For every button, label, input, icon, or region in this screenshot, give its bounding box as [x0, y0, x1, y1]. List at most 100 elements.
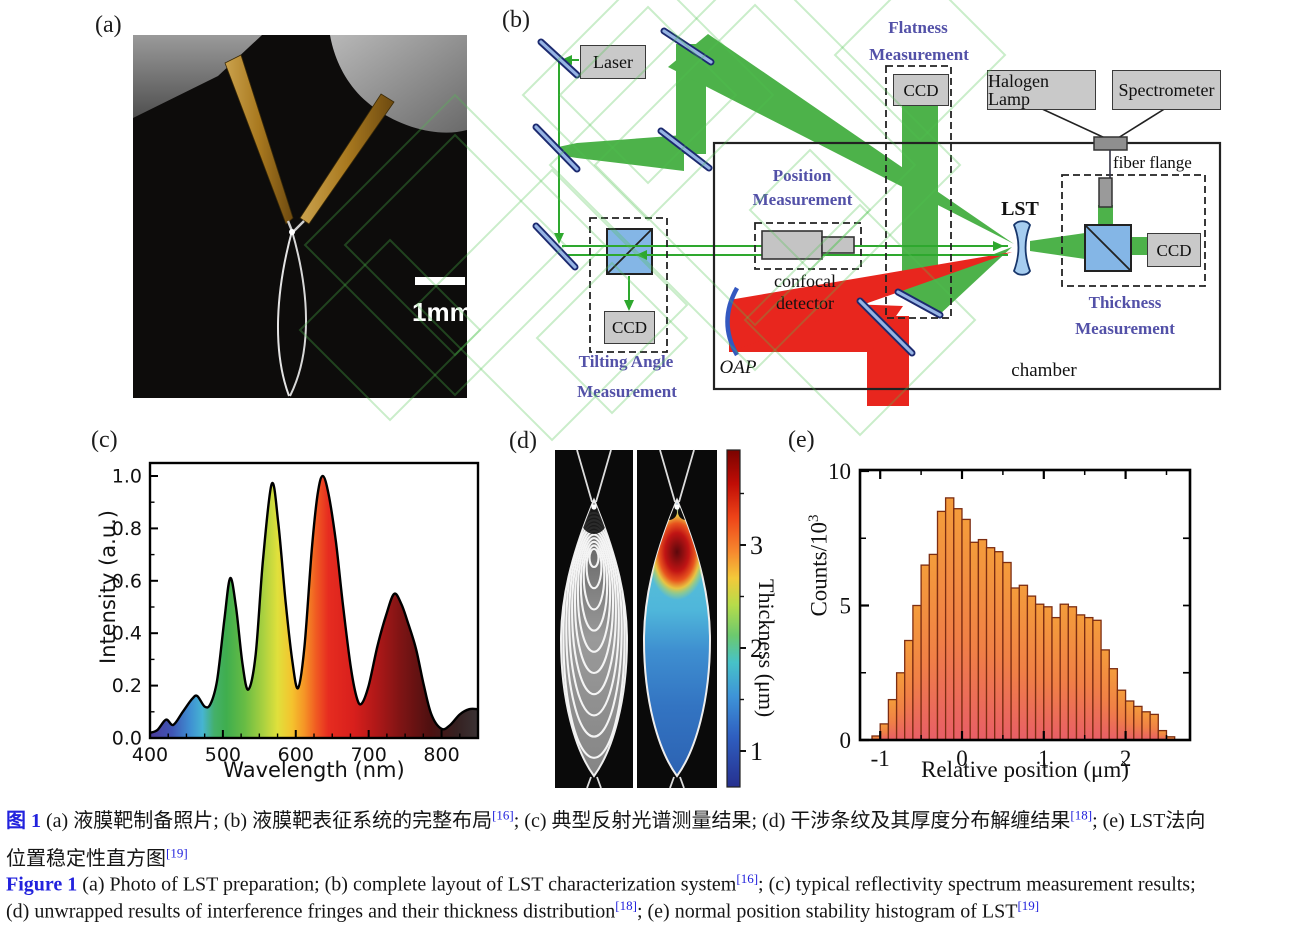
- mirrors: [532, 27, 944, 357]
- histogram-bar: [977, 538, 988, 741]
- arrowhead-down: [554, 233, 564, 244]
- caption-line-2: 位置稳定性直方图[19]: [6, 845, 188, 870]
- liquid-film-loop-left: [277, 230, 293, 397]
- fiber-flange-block: [1093, 136, 1128, 151]
- histogram-bar: [928, 553, 939, 741]
- green-beam-fiber-down: [1098, 205, 1113, 227]
- histogram-bar: [969, 541, 980, 741]
- arrowhead-left: [636, 250, 647, 260]
- mirror-icon: [896, 290, 942, 317]
- thickness-top-dot: [674, 504, 680, 510]
- fiber-spectrometer-line: [1117, 107, 1167, 139]
- tick-label: 2: [750, 634, 763, 663]
- histogram-bar: [1149, 713, 1159, 741]
- scale-bar: [415, 277, 465, 285]
- histogram-bar: [887, 698, 898, 741]
- histogram-bar: [1133, 705, 1143, 741]
- flatness-measurement-label-2: Measurement: [869, 45, 969, 64]
- tick-label: 0.2: [112, 675, 142, 697]
- fiber-lamp-line: [1039, 107, 1106, 139]
- colorbar-label: Thickness (μm): [754, 578, 779, 718]
- caption-line-4: (d) unwrapped results of interference fr…: [6, 898, 1040, 923]
- histogram-bar: [1018, 584, 1029, 741]
- chamber-outline: [712, 141, 1222, 391]
- lst-preparation-photo: [133, 35, 467, 398]
- histogram-bar: [1067, 606, 1078, 741]
- laser-box: Laser: [580, 45, 646, 79]
- tilting-angle-measurement-label-2: Measurement: [577, 382, 677, 401]
- tick-label: 800: [423, 744, 459, 766]
- holder-wire: [659, 449, 676, 503]
- confocal-detector-nose: [821, 236, 855, 254]
- ccd-flatness-box: CCD: [893, 74, 949, 106]
- holder-wire: [669, 776, 675, 789]
- fringe-ring: [582, 540, 606, 611]
- arrowhead-right: [993, 241, 1004, 251]
- ccd-thickness-box: CCD: [1147, 233, 1201, 267]
- fringe-ring: [588, 547, 600, 569]
- histogram-bar: [1141, 711, 1151, 741]
- green-beam-lst-to-bs: [1030, 233, 1085, 259]
- histogram-bar: [936, 510, 947, 741]
- histogram-chart: -1 0 1 2 0 5 10: [828, 459, 1192, 771]
- histogram-bar: [1108, 668, 1119, 741]
- position-measurement-label-2: Measurement: [752, 190, 853, 209]
- lst-lens-icon: [1012, 220, 1032, 276]
- colorbar: [726, 449, 741, 788]
- mirror-icon: [534, 224, 577, 269]
- fiber-ferrule: [1098, 177, 1113, 208]
- histogram-ylabel: Counts/103: [806, 514, 832, 617]
- mirror-icon: [539, 40, 579, 77]
- tilting-angle-measurement-label-1: Tilting Angle: [578, 352, 674, 371]
- tick-label: 700: [351, 744, 387, 766]
- histogram-bar: [944, 497, 955, 741]
- spectrum-xlabel: Wavelength (nm): [223, 758, 405, 782]
- panel-a-label: (a): [95, 12, 122, 38]
- holder-wire: [678, 449, 695, 503]
- histogram-bar: [1026, 595, 1037, 741]
- scale-bar-label: 1mm: [412, 297, 473, 327]
- red-beam-focusing-cone: [729, 252, 1012, 352]
- holder-wire: [576, 449, 593, 503]
- mirror-icon: [534, 125, 579, 171]
- lst-label: LST: [1001, 198, 1039, 220]
- arrowhead-down: [624, 300, 634, 311]
- fringe-ring: [576, 533, 612, 653]
- tick-label: 3: [750, 531, 763, 560]
- beam-splitter-diagonal: [1084, 224, 1132, 272]
- tick-label: 0.4: [112, 623, 142, 645]
- green-beam-horizontal: [558, 135, 684, 171]
- pipette-holder-left: [133, 35, 262, 118]
- halogen-lamp-box: Halogen Lamp: [987, 70, 1096, 110]
- thickness-dashed-box: [1061, 174, 1206, 287]
- mirror-icon: [659, 129, 711, 170]
- tilting-dashed-box: [589, 217, 668, 353]
- flatness-dashed-box: [885, 65, 952, 319]
- panel-c-label: (c): [91, 427, 118, 453]
- histogram-bar: [1124, 700, 1135, 741]
- spectrum-area: [150, 476, 478, 738]
- histogram-bar: [1084, 616, 1094, 741]
- histogram-bar: [1100, 649, 1110, 741]
- tick-label: 1: [750, 737, 763, 766]
- tick-label: 0.0: [112, 728, 142, 750]
- tick-label: 0: [840, 728, 852, 753]
- histogram-bars: [871, 497, 1176, 741]
- histogram-bar: [994, 551, 1004, 741]
- mirror-icon: [858, 299, 914, 355]
- spectrum-chart: 400 500 600 700 800 0.0 0.2 0.4 0.6 0.8 1.0: [112, 461, 480, 766]
- ccd-tilting-box: CCD: [604, 311, 655, 344]
- tick-label: 1: [1038, 746, 1050, 771]
- confocal-detector-body: [761, 230, 823, 260]
- tick-label: 5: [840, 594, 852, 619]
- tick-label: 500: [205, 744, 241, 766]
- histogram-bar: [1059, 603, 1070, 741]
- caption-line-1: 图 1 (a) 液膜靶制备照片; (b) 液膜靶表征系统的完整布局[16]; (…: [6, 807, 1206, 832]
- histogram-bar: [953, 508, 963, 741]
- tick-label: 0.8: [112, 518, 142, 540]
- histogram-xlabel: Relative position (μm): [921, 757, 1129, 782]
- histogram-bar: [1043, 606, 1053, 741]
- position-measurement-label-1: Position: [772, 166, 832, 185]
- histogram-bar: [879, 723, 890, 741]
